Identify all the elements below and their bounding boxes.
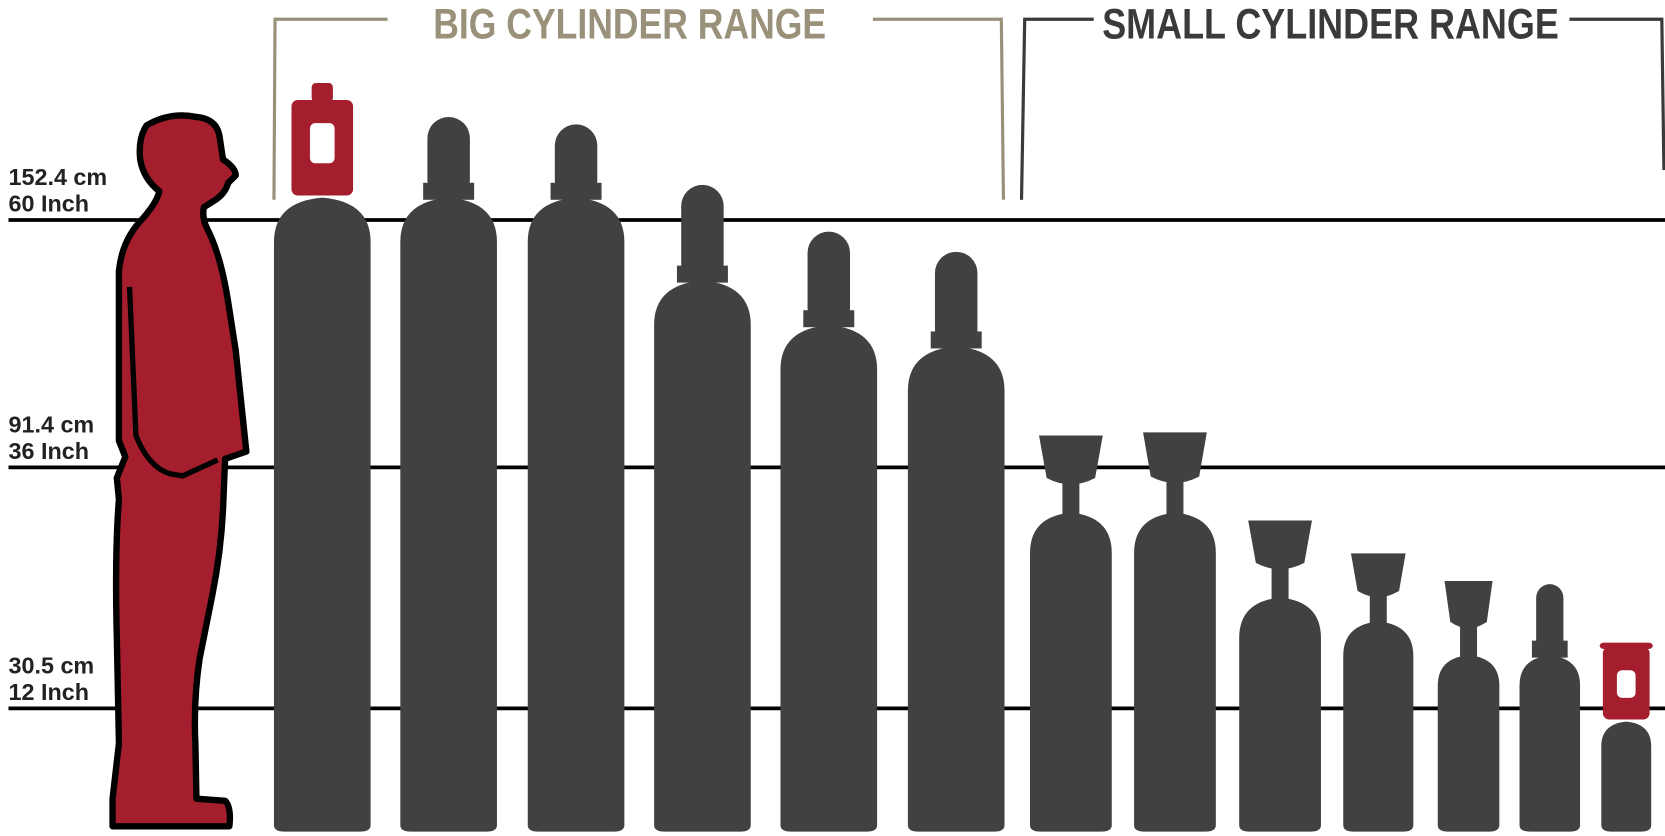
cylinder-body [1520, 656, 1581, 832]
cylinder-neck [1062, 478, 1079, 517]
cylinder-body [1030, 513, 1112, 832]
range-title: SMALL CYLINDER RANGE [1102, 0, 1559, 47]
regulator-detail [1617, 670, 1636, 698]
cylinder-regulator-top [1600, 643, 1653, 649]
cylinder-neck [1532, 641, 1568, 658]
cylinder-body [1343, 622, 1413, 832]
cylinder-body [780, 325, 877, 832]
cylinder-body [654, 280, 751, 831]
cylinder-regulator-top [312, 83, 333, 102]
cylinder-body [1239, 598, 1321, 832]
cylinders [274, 83, 1653, 832]
height-inch: 60 Inch [8, 190, 89, 216]
range-brackets: BIG CYLINDER RANGE SMALL CYLINDER RANGE [274, 0, 1664, 199]
height-inch: 36 Inch [8, 438, 89, 464]
person-silhouette [113, 115, 247, 826]
height-cm: 91.4 cm [8, 411, 94, 437]
cylinder-cap [1445, 581, 1493, 628]
cylinder-cap [1039, 436, 1103, 485]
cylinder-body [274, 198, 371, 832]
cylinder-body [528, 198, 625, 832]
cylinder-body [400, 198, 497, 832]
cylinder-neck [423, 183, 474, 200]
cylinder-cap [1143, 432, 1207, 483]
cylinder-neck [551, 183, 602, 200]
small-range-bracket [1569, 19, 1664, 170]
cylinder-neck [677, 266, 728, 283]
cylinder-body [1601, 722, 1651, 832]
height-inch: 12 Inch [8, 679, 89, 705]
cylinder-cap [1351, 553, 1406, 597]
infographic: BIG CYLINDER RANGE SMALL CYLINDER RANGE … [0, 0, 1665, 836]
cylinder-body [1438, 655, 1500, 831]
cylinder-neck [931, 331, 982, 348]
regulator-detail [310, 123, 335, 163]
range-title: BIG CYLINDER RANGE [433, 0, 826, 47]
cylinder-body [1134, 513, 1216, 832]
height-cm: 30.5 cm [8, 652, 94, 678]
cylinder-body [908, 346, 1005, 831]
big-range-bracket [873, 19, 1004, 200]
cylinder-neck [1272, 563, 1289, 602]
height-cm: 152.4 cm [8, 164, 107, 190]
cylinder-neck [1166, 477, 1183, 517]
cylinder-neck [1370, 591, 1387, 626]
cylinder-neck [803, 310, 854, 327]
cylinder-neck [1460, 622, 1477, 660]
cylinder-cap [1248, 520, 1312, 569]
small-range-bracket [1022, 19, 1094, 200]
